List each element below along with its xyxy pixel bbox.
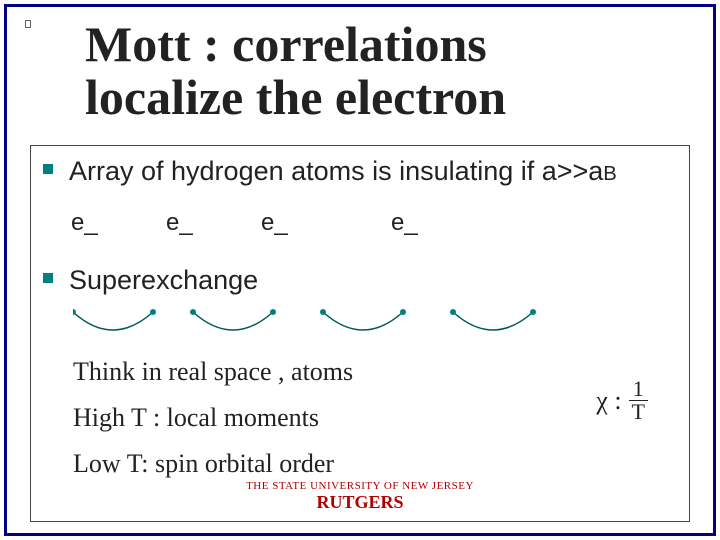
- arc-endpoint-dot: [190, 309, 196, 315]
- think-line-1: Think in real space , atoms: [73, 357, 677, 387]
- think-line-3-text: Low T: spin orbital order: [73, 449, 334, 479]
- arc-endpoint-dot: [320, 309, 326, 315]
- corner-mark: [25, 20, 31, 28]
- superexchange-arcs: [73, 304, 677, 349]
- electron-row: e_ e_ e_ e_: [71, 209, 677, 239]
- arcs-svg: [73, 304, 573, 349]
- arc-endpoint-dot: [400, 309, 406, 315]
- electron-label: e_: [71, 209, 98, 237]
- footer-small: THE STATE UNIVERSITY OF NEW JERSEY: [31, 480, 689, 492]
- think-line-2: High T : local moments: [73, 403, 677, 433]
- title-block: Mott : correlations localize the electro…: [85, 18, 680, 123]
- bullet-1-prefix: Array of hydrogen atoms is insulating if…: [69, 156, 603, 186]
- chi-symbol: χ :: [596, 386, 621, 416]
- chi-expression: χ : 1 T: [596, 378, 649, 423]
- electron-label: e_: [166, 209, 193, 237]
- arc-path: [323, 312, 403, 330]
- footer-big: RUTGERS: [31, 492, 689, 513]
- bullet-1: Array of hydrogen atoms is insulating if…: [43, 154, 677, 189]
- title-line-1: Mott : correlations: [85, 18, 680, 71]
- arc-path: [453, 312, 533, 330]
- bullet-square-icon: [43, 273, 53, 283]
- arc-endpoint-dot: [450, 309, 456, 315]
- chi-numerator: 1: [629, 378, 648, 401]
- content-box: Array of hydrogen atoms is insulating if…: [30, 145, 690, 522]
- electron-label: e_: [261, 209, 288, 237]
- bullet-square-icon: [43, 164, 53, 174]
- title-line-2: localize the electron: [85, 71, 680, 124]
- arc-path: [193, 312, 273, 330]
- think-line-3: Low T: spin orbital order: [73, 449, 677, 479]
- arc-path: [73, 312, 153, 330]
- bullet-1-subscript: B: [603, 163, 617, 185]
- arc-endpoint-dot: [270, 309, 276, 315]
- bullet-1-text: Array of hydrogen atoms is insulating if…: [69, 154, 617, 189]
- think-block: Think in real space , atoms High T : loc…: [73, 357, 677, 479]
- electron-label: e_: [391, 209, 418, 237]
- arc-endpoint-dot: [150, 309, 156, 315]
- arc-endpoint-dot: [530, 309, 536, 315]
- chi-denominator: T: [628, 401, 649, 423]
- bullet-2-text: Superexchange: [69, 263, 258, 298]
- bullet-2: Superexchange: [43, 263, 677, 298]
- footer: THE STATE UNIVERSITY OF NEW JERSEY RUTGE…: [31, 480, 689, 513]
- chi-fraction: 1 T: [628, 378, 649, 423]
